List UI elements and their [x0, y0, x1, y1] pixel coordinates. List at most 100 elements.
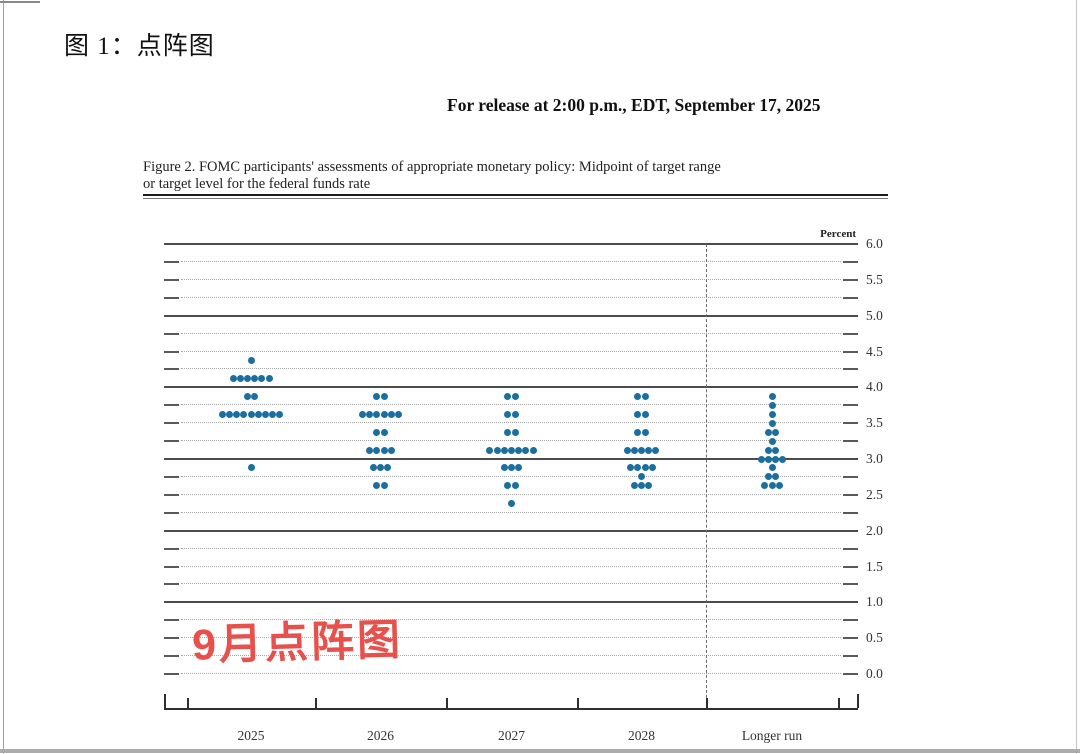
gridline-left-tick: [164, 637, 179, 640]
dot: [486, 446, 494, 454]
dot: [768, 419, 776, 427]
gridline-right-tick: [843, 673, 858, 675]
gridline-right-tick: [843, 440, 858, 443]
dot: [779, 455, 787, 463]
gridline-right-tick: [843, 493, 858, 496]
dot: [764, 428, 772, 436]
gridline-dotted: [181, 583, 841, 585]
dot: [261, 410, 269, 418]
gridline-left-tick: [164, 404, 179, 407]
dot: [645, 482, 653, 490]
dot: [373, 446, 381, 454]
dot: [634, 392, 642, 400]
dot: [761, 482, 769, 490]
gridline-left-tick: [164, 350, 179, 353]
y-axis-label: 0.5: [866, 630, 883, 646]
dot: [229, 374, 237, 382]
longer-run-divider: [706, 244, 707, 708]
dot: [772, 455, 780, 463]
y-axis-label: 2.0: [866, 522, 883, 538]
gridline-dotted: [181, 296, 841, 298]
y-axis-label: 6.0: [866, 236, 883, 251]
dot: [380, 392, 388, 400]
dot: [638, 446, 645, 454]
gridline-left-tick: [164, 583, 179, 586]
gridline-solid: [164, 314, 858, 317]
gridline-dotted: [181, 278, 841, 280]
y-axis-label: 3.0: [866, 451, 883, 466]
y-axis-label: 3.5: [866, 415, 883, 431]
gridline-right-tick: [843, 475, 858, 478]
dot: [768, 437, 776, 445]
dot: [265, 374, 273, 382]
gridline-left-tick: [164, 547, 179, 550]
dot: [240, 410, 248, 418]
dot: [373, 482, 381, 490]
dot: [247, 356, 255, 364]
page-border-right: [1076, 0, 1077, 754]
y-axis-label: 5.0: [866, 307, 883, 323]
dot: [225, 410, 233, 418]
gridline-right-tick: [843, 565, 858, 568]
gridline-right-tick: [843, 547, 858, 550]
dot: [511, 428, 519, 436]
dot: [236, 374, 244, 382]
caption-rule-thick: [143, 194, 888, 196]
gridline-left-tick: [164, 511, 179, 514]
dot: [373, 392, 381, 400]
dot: [634, 428, 642, 436]
gridline-left-tick: [164, 278, 179, 281]
red-annotation: 9月点阵图: [191, 616, 404, 670]
page-border-left: [3, 0, 4, 754]
dot: [504, 392, 512, 400]
dot: [768, 401, 776, 409]
dot: [652, 446, 660, 454]
gridline-left-tick: [164, 565, 179, 568]
y-axis-label: 4.0: [866, 379, 883, 395]
x-axis-tick: [577, 698, 579, 708]
dot: [369, 464, 377, 472]
dot: [359, 410, 366, 418]
figure-caption-line1: Figure 2. FOMC participants' assessments…: [143, 159, 721, 175]
dot: [247, 464, 255, 472]
dot: [504, 482, 512, 490]
dot: [366, 446, 374, 454]
dot: [243, 374, 251, 382]
dot: [641, 410, 649, 418]
gridline-dotted: [181, 404, 841, 406]
gridline-left-tick: [164, 368, 179, 371]
gridline-right-tick: [843, 368, 858, 371]
gridline-left-tick: [164, 296, 179, 299]
dot: [768, 392, 776, 400]
dot: [511, 482, 519, 490]
dot: [258, 374, 266, 382]
dot: [218, 410, 226, 418]
dot: [775, 482, 783, 490]
dot: [764, 473, 772, 481]
gridline-dotted: [181, 565, 841, 567]
dot: [508, 500, 515, 508]
gridline-right-tick: [843, 296, 858, 299]
gridline-solid: [164, 529, 858, 532]
gridline-left-tick: [164, 673, 179, 675]
gridline-dotted: [181, 260, 841, 262]
dot: [395, 410, 402, 418]
release-line: For release at 2:00 p.m., EDT, September…: [447, 95, 821, 115]
page-border-bottom: [0, 749, 1080, 753]
y-axis-label: 4.5: [866, 343, 883, 359]
dot: [493, 446, 501, 454]
gridline-right-tick: [843, 655, 858, 658]
dot: [373, 410, 381, 418]
dot: [764, 455, 772, 463]
dot: [366, 410, 374, 418]
gridline-dotted: [181, 547, 841, 549]
gridline-dotted: [181, 493, 841, 495]
gridline-left-tick: [164, 619, 179, 622]
dot: [638, 473, 645, 481]
gridline-dotted: [181, 440, 841, 442]
dot: [504, 410, 512, 418]
dot: [522, 446, 530, 454]
dot: [380, 446, 388, 454]
gridline-dotted: [181, 475, 841, 477]
